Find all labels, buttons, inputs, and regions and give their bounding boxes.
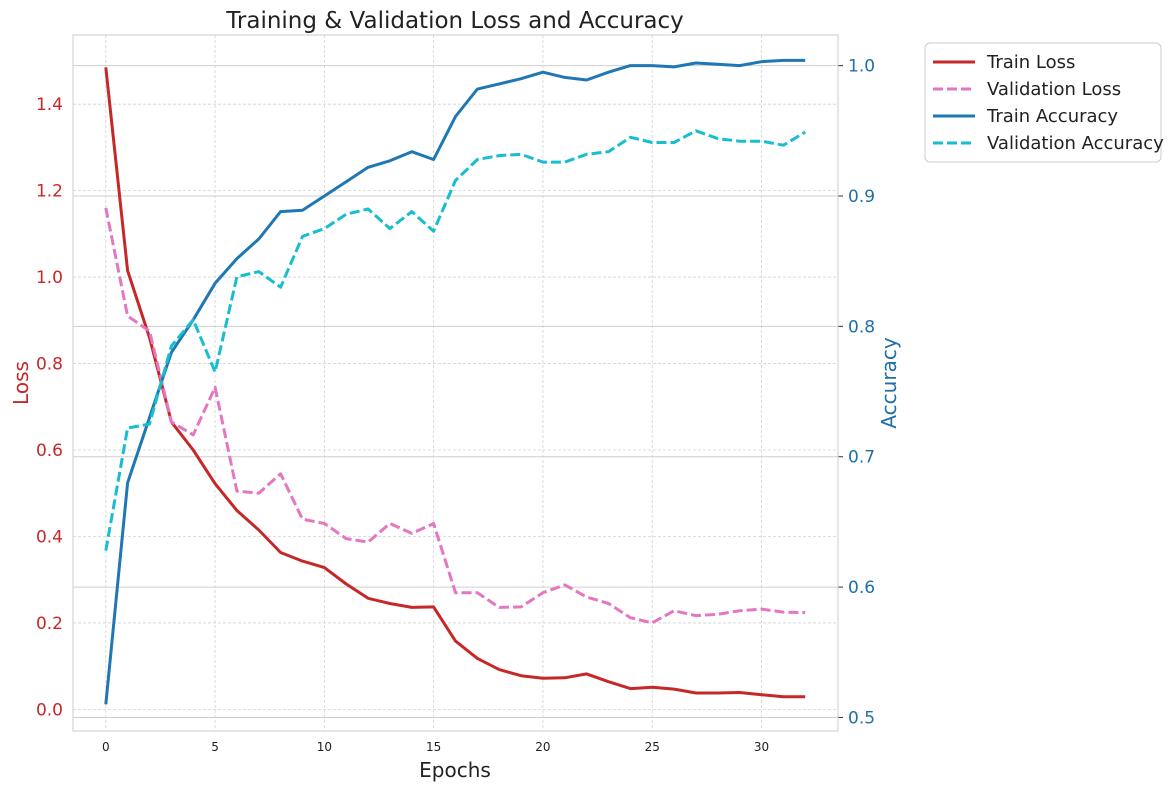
y-right-tick-label: 0.9 [848, 187, 875, 207]
y-left-tick-label: 0.2 [36, 614, 63, 634]
legend-box [924, 42, 1162, 163]
y-left-tick-label: 0.4 [36, 527, 63, 547]
x-tick-label: 10 [317, 740, 332, 754]
y-left-tick-label: 0.6 [36, 441, 63, 461]
y-left-tick-label: 0.8 [36, 355, 63, 375]
x-tick-label: 25 [645, 740, 660, 754]
grid [73, 35, 843, 731]
x-tick-label: 20 [535, 740, 550, 754]
y-right-tick-label: 0.5 [848, 708, 875, 728]
legend-label-train-loss: Train Loss [986, 52, 1075, 73]
legend-label-validation-accuracy: Validation Accuracy [987, 133, 1164, 154]
legend: Train Loss Validation Loss Train Accurac… [924, 42, 1164, 163]
y-left-tick-label: 1.0 [36, 268, 63, 288]
y-right-axis-label: Accuracy [877, 337, 901, 428]
y-left-tick-label: 0.0 [36, 700, 63, 720]
x-tick-label: 15 [426, 740, 441, 754]
y-right-tick-label: 0.8 [848, 317, 875, 337]
tick-labels: 0 5 10 15 20 25 30 0.0 0.2 0.4 0.6 0.8 1.0 1.2 1.4 0.5 0… [36, 57, 875, 754]
legend-label-train-accuracy: Train Accuracy [986, 106, 1118, 127]
series-train-accuracy-line [104, 58, 806, 705]
series-train-loss-line [104, 67, 806, 699]
x-tick-label: 5 [211, 740, 219, 754]
y-right-tick-label: 0.6 [848, 578, 875, 598]
chart-title: Training & Validation Loss and Accuracy [225, 8, 684, 34]
y-left-tick-label: 1.4 [36, 95, 63, 115]
x-tick-label: 0 [102, 740, 110, 754]
x-tick-label: 30 [754, 740, 769, 754]
y-right-tick-label: 0.7 [848, 448, 875, 468]
series-validation-loss-line [104, 207, 806, 625]
y-right-tick-label: 1.0 [848, 57, 875, 77]
series-validation-accuracy-line [104, 129, 806, 551]
y-left-tick-label: 1.2 [36, 182, 63, 202]
series-lines [104, 58, 806, 705]
y-left-axis-label: Loss [9, 361, 33, 405]
plot-frame [72, 34, 839, 732]
x-axis-label: Epochs [419, 758, 491, 782]
legend-label-validation-loss: Validation Loss [987, 79, 1121, 100]
